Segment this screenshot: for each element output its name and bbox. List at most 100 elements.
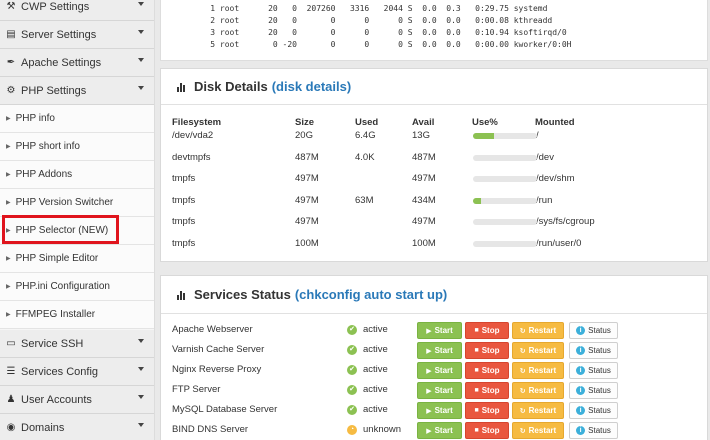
- service-name: Apache Webserver: [172, 324, 253, 335]
- status-button[interactable]: i Status: [569, 342, 618, 359]
- sidebar-section-label: CWP Settings: [21, 0, 90, 13]
- filesystem-cell: devtmpfs: [172, 151, 211, 163]
- process-row: 5 root 0 -20 0 0 0 S 0.0 0.0 0:00.00 kwo…: [191, 40, 572, 49]
- info-icon: i: [576, 366, 586, 375]
- restart-button[interactable]: ↻ Restart: [512, 402, 564, 419]
- sidebar-section-label: PHP Settings: [21, 84, 87, 97]
- service-name: Nginx Reverse Proxy: [172, 364, 262, 375]
- sidebar-section-user-accounts[interactable]: ♟ User Accounts: [0, 386, 154, 414]
- usage-bar: [473, 197, 537, 204]
- usage-bar: [473, 240, 537, 247]
- sidebar-section-label: Service SSH: [21, 337, 84, 350]
- service-state-label: active: [363, 344, 388, 355]
- status-button[interactable]: i Status: [569, 362, 618, 379]
- size-cell: 487M: [295, 151, 319, 163]
- used-cell: 4.0K: [355, 151, 375, 163]
- stop-button[interactable]: ■ Stop: [465, 322, 509, 339]
- sidebar-section-apache-settings[interactable]: ✒ Apache Settings: [0, 49, 154, 77]
- sidebar-item-php-simple-editor[interactable]: ▶ PHP Simple Editor: [0, 245, 154, 273]
- status-button[interactable]: i Status: [569, 422, 618, 439]
- avail-cell: 13G: [412, 130, 430, 141]
- restart-button[interactable]: ↻ Restart: [512, 362, 564, 379]
- refresh-icon: ↻: [519, 327, 526, 335]
- start-button[interactable]: ▶ Start: [417, 422, 462, 439]
- sidebar-item-label: PHP info: [15, 113, 55, 124]
- start-button[interactable]: ▶ Start: [417, 382, 462, 399]
- service-name: Varnish Cache Server: [172, 344, 265, 355]
- check-circle-icon: ✔: [347, 344, 357, 355]
- column-header: Mounted: [535, 117, 575, 128]
- column-header: Used: [355, 117, 379, 128]
- usage-bar: [473, 176, 537, 182]
- sidebar-item-php-ini-configuration[interactable]: ▶ PHP.ini Configuration: [0, 273, 154, 301]
- service-name: BIND DNS Server: [172, 424, 249, 435]
- sidebar-item-label: PHP Simple Editor: [15, 253, 99, 264]
- button-label: Restart: [528, 426, 557, 435]
- sidebar-section-server-settings[interactable]: ▤ Server Settings: [0, 21, 154, 49]
- button-label: Status: [588, 326, 611, 335]
- process-row: 1 root 20 0 207260 3316 2044 S 0.0 0.3 0…: [191, 4, 548, 13]
- restart-button[interactable]: ↻ Restart: [512, 322, 564, 339]
- sidebar-section-cwp-settings[interactable]: ⚒ CWP Settings: [0, 0, 154, 21]
- sidebar-item-php-version-switcher[interactable]: ▶ PHP Version Switcher: [0, 189, 154, 217]
- monitor-icon: ▭: [6, 338, 16, 349]
- main-content: 1 root 20 0 207260 3316 2044 S 0.0 0.3 0…: [156, 0, 710, 440]
- start-button[interactable]: ▶ Start: [417, 402, 462, 419]
- sidebar-section-services-config[interactable]: ☰ Services Config: [0, 358, 154, 386]
- stop-button[interactable]: ■ Stop: [465, 422, 509, 439]
- service-state-label: active: [363, 324, 388, 335]
- stop-icon: ■: [474, 407, 479, 414]
- sidebar-item-php-selector[interactable]: ▶ PHP Selector (NEW): [0, 217, 154, 245]
- sidebar-item-php-info[interactable]: ▶ PHP info: [0, 105, 154, 133]
- restart-button[interactable]: ↻ Restart: [512, 422, 564, 439]
- button-label: Start: [434, 426, 453, 435]
- stop-icon: ■: [474, 327, 479, 334]
- chevron-down-icon: [138, 30, 144, 34]
- start-button[interactable]: ▶ Start: [417, 342, 462, 359]
- panel-title: Services Status: [194, 287, 291, 302]
- status-button[interactable]: i Status: [569, 402, 618, 419]
- restart-button[interactable]: ↻ Restart: [512, 382, 564, 399]
- sidebar-section-php-settings[interactable]: ⚙ PHP Settings: [0, 77, 154, 105]
- usage-bar: [473, 133, 537, 139]
- mounted-cell: /: [536, 130, 539, 141]
- button-label: Status: [588, 366, 611, 375]
- start-button[interactable]: ▶ Start: [417, 362, 462, 379]
- size-cell: 497M: [295, 194, 319, 206]
- chkconfig-link[interactable]: (chkconfig auto start up): [294, 287, 448, 302]
- sidebar-item-php-short-info[interactable]: ▶ PHP short info: [0, 133, 154, 161]
- play-icon: ▶: [426, 367, 432, 375]
- button-label: Restart: [528, 366, 557, 375]
- stop-icon: ■: [474, 387, 479, 394]
- sidebar: ⚒ CWP Settings ▤ Server Settings ✒ Apach…: [0, 0, 155, 440]
- feather-icon: ✒: [6, 57, 16, 68]
- sidebar-item-ffmpeg-installer[interactable]: ▶ FFMPEG Installer: [0, 301, 154, 329]
- sidebar-item-php-addons[interactable]: ▶ PHP Addons: [0, 161, 154, 189]
- avail-cell: 497M: [412, 173, 436, 184]
- bar-chart-icon: [177, 290, 186, 300]
- stop-button[interactable]: ■ Stop: [465, 382, 509, 399]
- play-icon: ▶: [426, 427, 432, 435]
- process-list-panel: 1 root 20 0 207260 3316 2044 S 0.0 0.3 0…: [160, 0, 708, 61]
- stop-button[interactable]: ■ Stop: [465, 342, 509, 359]
- status-button[interactable]: i Status: [569, 382, 618, 399]
- usage-bar: [473, 154, 537, 161]
- service-status: ◔ unknown: [347, 424, 401, 435]
- bullet-icon: ▶: [6, 144, 11, 150]
- refresh-icon: ↻: [519, 367, 526, 375]
- bullet-icon: ▶: [6, 200, 11, 206]
- stop-button[interactable]: ■ Stop: [465, 402, 509, 419]
- disk-details-link[interactable]: (disk details): [271, 79, 352, 94]
- avail-cell: 487M: [412, 151, 436, 163]
- filesystem-cell: tmpfs: [172, 173, 196, 184]
- sidebar-section-service-ssh[interactable]: ▭ Service SSH: [0, 330, 154, 358]
- stop-button[interactable]: ■ Stop: [465, 362, 509, 379]
- info-icon: i: [576, 326, 586, 335]
- highlight-box: [2, 215, 119, 244]
- restart-button[interactable]: ↻ Restart: [512, 342, 564, 359]
- sidebar-item-label: FFMPEG Installer: [15, 309, 96, 320]
- status-button[interactable]: i Status: [569, 322, 618, 339]
- usage-bar-fill: [473, 197, 481, 204]
- start-button[interactable]: ▶ Start: [417, 322, 462, 339]
- sidebar-section-domains[interactable]: ◉ Domains: [0, 414, 154, 440]
